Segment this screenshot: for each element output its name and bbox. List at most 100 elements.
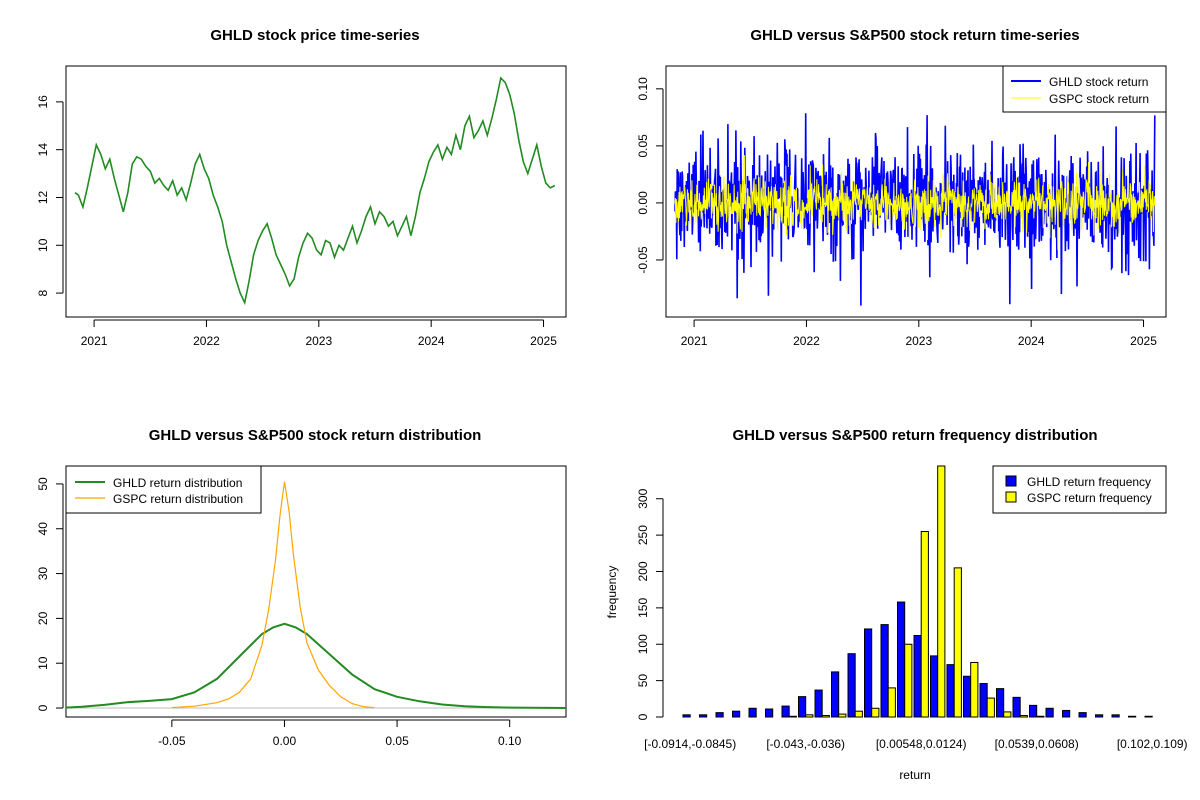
chart3-x-tick-label: 0.10 [498,734,522,748]
chart4-y-tick-label: 300 [636,488,650,508]
chart2-y-tick-label: 0.10 [636,77,650,101]
chart2-x-tick-label: 2025 [1130,334,1157,348]
chart4-ghld-bar [798,696,807,718]
chart4-ghld-bar [732,710,741,718]
chart2-title: GHLD versus S&P500 stock return time-ser… [750,27,1079,44]
chart3-y-tick-label: 40 [36,522,50,536]
chart4-ghld-bar [913,635,922,718]
chart4-ghld-bar [1045,707,1054,718]
chart4-ghld-bar [699,714,708,718]
chart4-ghld-bar [979,683,988,718]
chart2-legend: GHLD stock return GSPC stock return [1002,65,1167,113]
chart4-gspc-bar [854,710,863,718]
chart3-y-tick-label: 50 [36,477,50,491]
chart3-legend-gspc: GSPC return distribution [113,492,243,506]
chart1-title: GHLD stock price time-series [210,27,419,44]
chart3-x-tick-label: 0.00 [273,734,297,748]
chart4-y-tick-label: 50 [636,674,650,688]
chart4-gspc-bar [887,687,896,718]
chart3-title: GHLD versus S&P500 stock return distribu… [149,427,482,444]
chart4-xlabel: return [899,768,930,782]
chart4-ghld-bar [1144,715,1153,718]
chart4-ghld-bar [814,689,823,718]
chart4-gspc-bar [937,465,946,718]
chart4-legend-gspc: GSPC return frequency [1027,491,1152,505]
chart-return-distribution: GHLD versus S&P500 stock return distribu… [36,427,567,748]
chart4-ghld-bar [1012,696,1021,718]
chart4-ghld-bar [946,664,955,718]
chart1-y-tick-label: 12 [36,190,50,204]
chart3-gspc-density-line [171,481,375,709]
chart4-legend-box [992,465,1167,514]
chart4-ghld-bar [1128,715,1137,718]
chart1-x-tick-label: 2024 [418,334,445,348]
chart4-ghld-bar [1111,714,1120,718]
chart4-legend-key-gspc [1005,491,1017,503]
chart4-y-tick-label: 250 [636,525,650,545]
chart4-gspc-bar [838,713,847,718]
chart4-y-tick-label: 150 [636,598,650,618]
chart3-x-tick-label: 0.05 [385,734,409,748]
chart1-y-tick-label: 8 [36,289,50,296]
chart4-ghld-bar [715,712,724,718]
chart4-ghld-bar [748,707,757,718]
chart4-ghld-bar [1078,712,1087,718]
chart2-x-tick-label: 2024 [1018,334,1045,348]
chart2-x-tick-label: 2021 [681,334,708,348]
chart1-x-tick-label: 2022 [193,334,220,348]
chart1-y-tick-label: 16 [36,95,50,109]
chart4-gspc-bar [953,567,962,718]
chart4-y-tick-label: 100 [636,634,650,654]
chart3-x-tick-label: -0.05 [158,734,186,748]
chart4-y-tick-label: 200 [636,561,650,581]
chart3-legend-box [65,465,262,514]
chart4-ghld-bar [1062,709,1071,718]
chart3-legend-ghld: GHLD return distribution [113,476,242,490]
chart4-gspc-bar [970,661,979,718]
chart2-legend-ghld: GHLD stock return [1049,75,1148,89]
chart-return-frequency: GHLD versus S&P500 return frequency dist… [605,427,1188,782]
chart1-x-tick-label: 2021 [81,334,108,348]
chart4-gspc-bar [920,530,929,718]
chart1-price-line [74,76,556,306]
chart4-title: GHLD versus S&P500 return frequency dist… [732,427,1097,444]
chart4-ghld-bar [831,671,840,718]
chart4-ghld-bar [880,624,889,718]
chart-price-time-series: GHLD stock price time-series 2021 2022 202… [36,27,567,348]
chart2-gspc-return-line [674,155,1156,251]
chart2-legend-gspc: GSPC stock return [1049,92,1149,106]
chart4-gspc-bar [1019,715,1028,718]
chart4-gspc-bar [986,697,995,718]
chart2-y-tick-label: 0.00 [636,191,650,215]
chart2-plot-frame [665,65,1167,318]
chart4-ghld-bar [996,688,1005,718]
chart2-y-tick-label: -0.05 [636,246,650,274]
chart1-x-tick-label: 2023 [305,334,332,348]
chart3-y-tick-label: 0 [36,704,50,711]
chart2-y-tick-label: 0.05 [636,134,650,158]
chart4-legend: GHLD return frequency GSPC return freque… [992,465,1167,514]
chart4-gspc-bar [904,643,913,718]
chart3-legend: GHLD return distribution GSPC return dis… [65,465,262,514]
chart4-gspc-bar [821,715,830,718]
chart4-gspc-bar [871,707,880,718]
chart4-gspc-bar [1003,711,1012,718]
chart4-ghld-bar [1029,704,1038,718]
chart1-y-tick-label: 14 [36,143,50,157]
chart4-x-category-label: [-0.0914,-0.0845) [644,737,736,751]
chart4-ghld-bar [847,653,856,718]
chart1-plot-frame [65,65,567,318]
chart4-legend-key-ghld [1005,475,1017,487]
chart4-ghld-bar [1095,714,1104,718]
chart-return-time-series: GHLD versus S&P500 stock return time-ser… [636,27,1167,348]
chart4-gspc-bar [1036,715,1045,718]
chart4-y-tick-label: 0 [636,713,650,720]
chart4-ghld-bar [781,705,790,718]
chart4-ylabel: frequency [605,566,619,619]
chart1-y-tick-label: 10 [36,238,50,252]
chart4-ghld-bar [765,708,774,718]
chart3-y-tick-label: 30 [36,567,50,581]
chart4-gspc-bar [788,715,797,718]
chart4-ghld-bar [963,675,972,718]
